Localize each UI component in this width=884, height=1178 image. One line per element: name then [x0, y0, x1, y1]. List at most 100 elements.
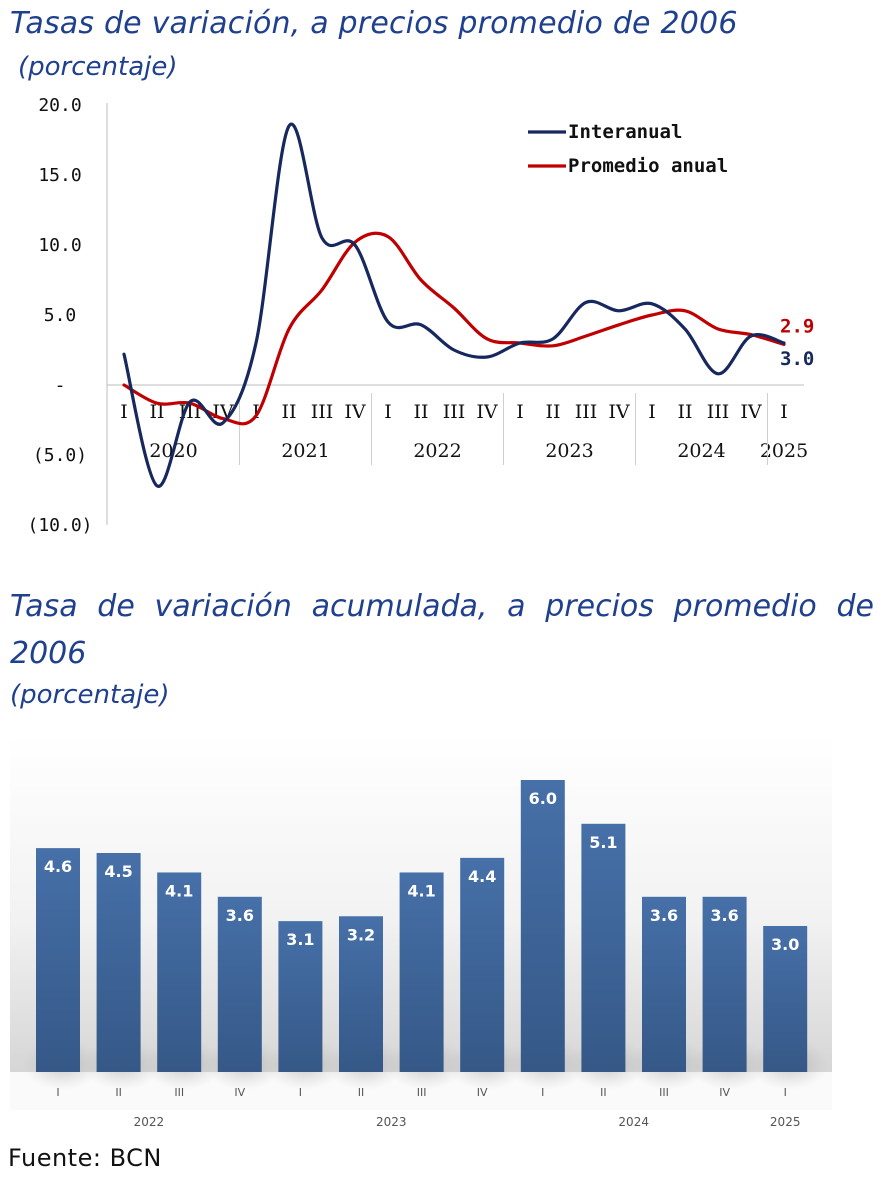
bar-shadow: [325, 1038, 405, 1090]
y-tick-label: 10.0: [38, 235, 81, 256]
quarter-label: IV: [740, 401, 762, 423]
bar: [399, 872, 444, 1072]
bar-value-label: 3.6: [650, 906, 678, 925]
bar-axis-band: [10, 1072, 832, 1110]
bar-quarter-label: IV: [719, 1086, 730, 1099]
bar-quarter-label: II: [358, 1086, 365, 1099]
bar: [642, 896, 686, 1072]
bar-value-label: 5.1: [589, 833, 617, 852]
quarter-label: III: [707, 401, 730, 423]
source-note: Fuente: BCN: [8, 1144, 162, 1172]
bar-chart-subtitle: (porcentaje): [10, 680, 170, 710]
bar-shadow: [567, 1038, 648, 1090]
bar-shadow: [22, 1038, 102, 1090]
bar-shadow: [507, 1038, 587, 1090]
bar-quarter-label: III: [659, 1086, 669, 1099]
year-label: 2024: [677, 440, 725, 462]
bar: [278, 921, 323, 1072]
bar-value-label: 3.6: [710, 906, 738, 925]
quarter-label: II: [677, 401, 692, 423]
bar-value-label: 4.4: [468, 867, 496, 886]
quarter-label: III: [575, 401, 598, 423]
bar-value-label: 4.1: [165, 881, 193, 900]
series-line-promedio-anual: [122, 231, 786, 426]
year-label: 2025: [760, 440, 808, 462]
bar-year-label: 2022: [134, 1115, 165, 1129]
y-tick-label: 20.0: [38, 95, 81, 116]
bar-shadow: [446, 1038, 526, 1090]
line-chart-title: Tasas de variación, a precios promedio d…: [10, 6, 738, 41]
end-label-promedio-anual: 2.9: [780, 315, 814, 337]
bar: [217, 896, 262, 1072]
bar-shadow: [689, 1038, 769, 1090]
bar-chart-title-line2: 2006: [10, 636, 87, 671]
bar: [96, 853, 141, 1072]
quarter-label: II: [149, 401, 164, 423]
end-label-interanual: 3.0: [780, 348, 814, 370]
y-tick-label: 15.0: [38, 165, 81, 186]
bar-year-label: 2025: [770, 1115, 801, 1129]
bar-shadow: [204, 1038, 284, 1090]
year-label: 2022: [413, 440, 461, 462]
bar-value-label: 3.0: [771, 935, 799, 954]
bar-quarter-label: II: [115, 1086, 122, 1099]
bar-value-label: 4.6: [44, 857, 72, 876]
quarter-label: I: [780, 401, 788, 423]
bar-shadow: [628, 1038, 708, 1090]
bar-quarter-label: IV: [234, 1086, 245, 1099]
bar-value-label: 3.2: [347, 925, 375, 944]
bar: [702, 896, 747, 1072]
bar-shadow: [143, 1038, 223, 1090]
y-tick-label: -: [55, 375, 66, 396]
bar: [36, 848, 80, 1072]
bar-plot-background: [10, 735, 832, 1072]
y-tick-label: 5.0: [44, 305, 77, 326]
bar-quarter-label: I: [541, 1086, 544, 1099]
bar: [157, 872, 202, 1072]
legend-entry: Interanual: [568, 121, 682, 143]
bar: [581, 823, 626, 1072]
quarter-label: IV: [608, 401, 630, 423]
series-line-interanual: [122, 122, 786, 488]
line-chart-subtitle: (porcentaje): [18, 52, 178, 82]
bar-shadow: [264, 1038, 344, 1090]
bar: [763, 926, 808, 1072]
bar-quarter-label: II: [600, 1086, 607, 1099]
bar-value-label: 4.5: [104, 862, 132, 881]
quarter-label: I: [252, 401, 260, 423]
bar: [339, 916, 383, 1072]
quarter-label: I: [516, 401, 524, 423]
quarter-label: I: [384, 401, 392, 423]
bar-value-label: 3.1: [286, 930, 314, 949]
bar-value-label: 3.6: [226, 906, 254, 925]
bar-year-label: 2024: [618, 1115, 649, 1129]
bar-quarter-label: I: [56, 1086, 59, 1099]
quarter-label: I: [120, 401, 128, 423]
bar-value-label: 6.0: [529, 789, 557, 808]
year-label: 2023: [545, 440, 593, 462]
bar-quarter-label: I: [299, 1086, 302, 1099]
bar-chart-title: Tasa de variación acumulada, a precios p…: [10, 589, 874, 624]
line-chart: 20.015.010.05.0-(5.0)(10.0)I II III IV I II II…: [27, 95, 814, 536]
bar-year-label: 2023: [376, 1115, 407, 1129]
year-label: 2021: [281, 440, 329, 462]
bar-quarter-label: I: [784, 1086, 787, 1099]
y-tick-label: (5.0): [33, 445, 87, 466]
quarter-label: II: [545, 401, 560, 423]
bar-shadow: [386, 1038, 466, 1090]
bar: [460, 857, 505, 1072]
bar: [520, 780, 565, 1072]
bar-shadow: [83, 1038, 163, 1090]
y-tick-label: (10.0): [27, 515, 92, 536]
quarter-label: III: [443, 401, 466, 423]
bar-quarter-label: III: [174, 1086, 184, 1099]
quarter-label: I: [648, 401, 656, 423]
bar-value-label: 4.1: [407, 881, 435, 900]
quarter-label: II: [281, 401, 296, 423]
quarter-label: IV: [476, 401, 498, 423]
quarter-label: IV: [344, 401, 366, 423]
quarter-label: III: [311, 401, 334, 423]
bar-shadow: [749, 1038, 829, 1090]
legend-entry: Promedio anual: [568, 155, 728, 177]
bar-quarter-label: III: [417, 1086, 427, 1099]
